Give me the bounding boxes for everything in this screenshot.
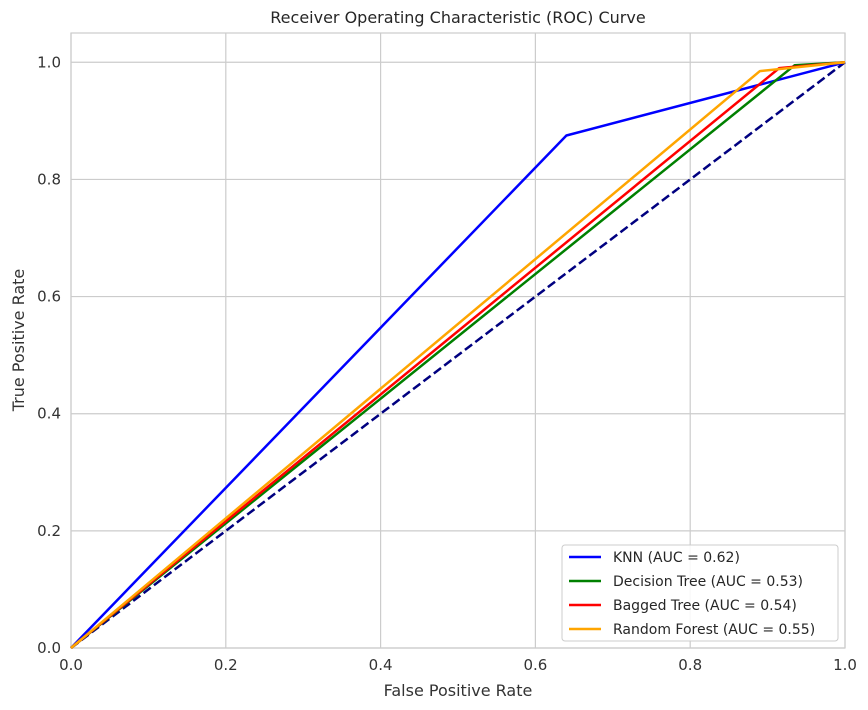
x-tick-labels: 0.0 0.2 0.4 0.6 0.8 1.0 bbox=[59, 656, 857, 674]
y-tick-label: 0.6 bbox=[37, 288, 61, 306]
chance-diagonal-line bbox=[70, 61, 846, 649]
series-layer bbox=[70, 61, 846, 649]
legend-box bbox=[561, 544, 839, 642]
x-tick-label: 0.4 bbox=[369, 656, 393, 674]
series-line-3 bbox=[70, 61, 846, 649]
y-tick-label: 0.4 bbox=[37, 405, 61, 423]
x-tick-label: 0.6 bbox=[523, 656, 547, 674]
legend-label: Decision Tree (AUC = 0.53) bbox=[613, 574, 803, 590]
y-tick-labels: 0.0 0.2 0.4 0.6 0.8 1.0 bbox=[37, 53, 61, 657]
chart-title: Receiver Operating Characteristic (ROC) … bbox=[270, 8, 645, 27]
y-axis-label: True Positive Rate bbox=[9, 269, 28, 413]
x-axis-label: False Positive Rate bbox=[384, 681, 533, 700]
legend-label: KNN (AUC = 0.62) bbox=[613, 550, 740, 566]
x-tick-label: 0.2 bbox=[214, 656, 238, 674]
y-tick-label: 0.8 bbox=[37, 170, 61, 188]
plot-frame bbox=[70, 32, 846, 649]
legend-label: Bagged Tree (AUC = 0.54) bbox=[613, 598, 797, 614]
y-tick-label: 0.2 bbox=[37, 522, 61, 540]
legend: KNN (AUC = 0.62) Decision Tree (AUC = 0.5… bbox=[561, 544, 839, 642]
legend-label: Random Forest (AUC = 0.55) bbox=[613, 622, 815, 638]
x-tick-label: 0.8 bbox=[678, 656, 702, 674]
y-tick-label: 1.0 bbox=[37, 53, 61, 71]
series-line-0 bbox=[70, 61, 846, 649]
x-tick-label: 0.0 bbox=[59, 656, 83, 674]
x-tick-label: 1.0 bbox=[833, 656, 857, 674]
y-tick-label: 0.0 bbox=[37, 639, 61, 657]
